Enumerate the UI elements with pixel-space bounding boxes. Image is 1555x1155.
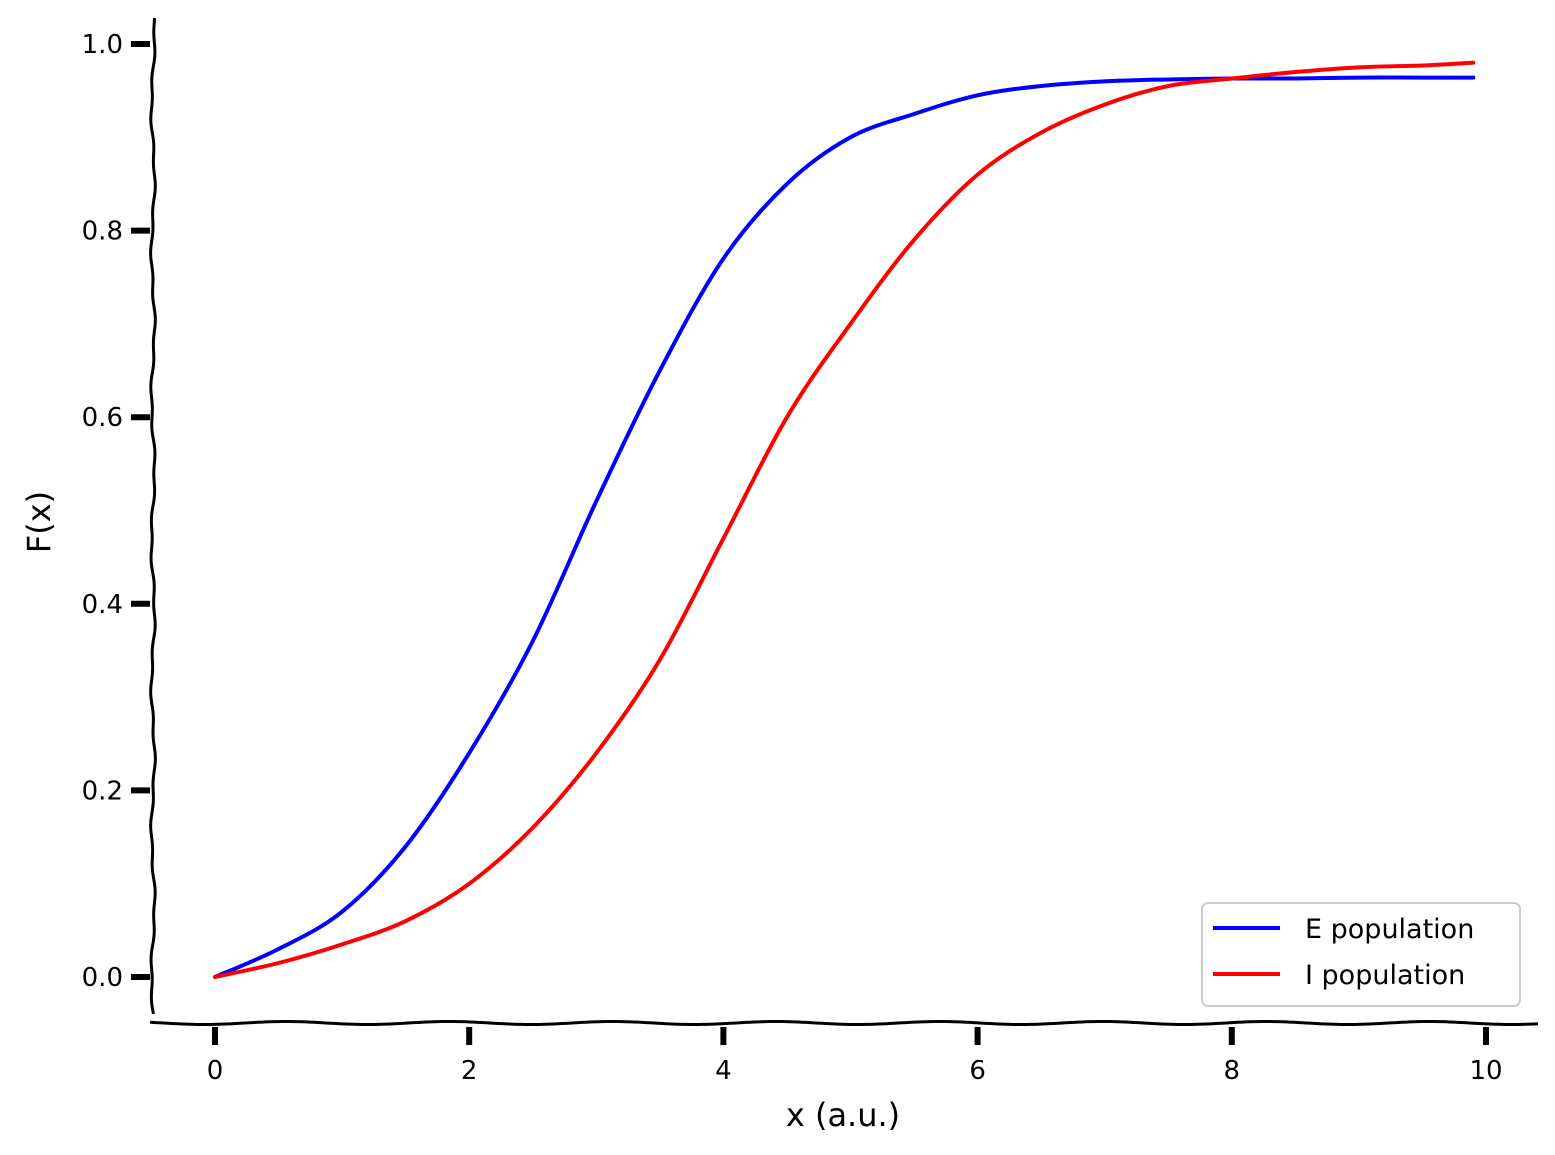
legend: E population I population <box>1201 902 1521 1007</box>
x-tick-label: 2 <box>461 1056 478 1086</box>
series-layer <box>213 60 1476 979</box>
x-tick-label: 8 <box>1224 1056 1241 1086</box>
legend-label: I population <box>1305 960 1465 991</box>
y-tick-label: 0.2 <box>82 776 123 806</box>
x-tick-label: 6 <box>969 1056 986 1086</box>
y-axis-title: F(x) <box>20 491 58 553</box>
x-tick-label: 10 <box>1469 1056 1502 1086</box>
x-axis-title: x (a.u.) <box>786 1096 900 1134</box>
x-axis-line <box>149 1019 1539 1027</box>
y-tick-label: 1.0 <box>82 30 123 60</box>
y-axis-line <box>149 17 157 1015</box>
x-tick-label: 0 <box>207 1056 224 1086</box>
y-tick-label: 0.6 <box>82 403 123 433</box>
y-tick-label: 0.8 <box>82 217 123 247</box>
axes: 0 2 4 6 8 10 0.0 0.2 0.4 0.6 0.8 1.0 <box>82 17 1539 1086</box>
y-tick-label: 0.4 <box>82 590 123 620</box>
series-line-e-population <box>213 75 1476 979</box>
series-line-i-population <box>213 60 1476 979</box>
legend-label: E population <box>1305 914 1474 945</box>
y-tick-label: 0.0 <box>82 963 123 993</box>
legend-box <box>1201 902 1521 1007</box>
x-tick-label: 4 <box>715 1056 732 1086</box>
